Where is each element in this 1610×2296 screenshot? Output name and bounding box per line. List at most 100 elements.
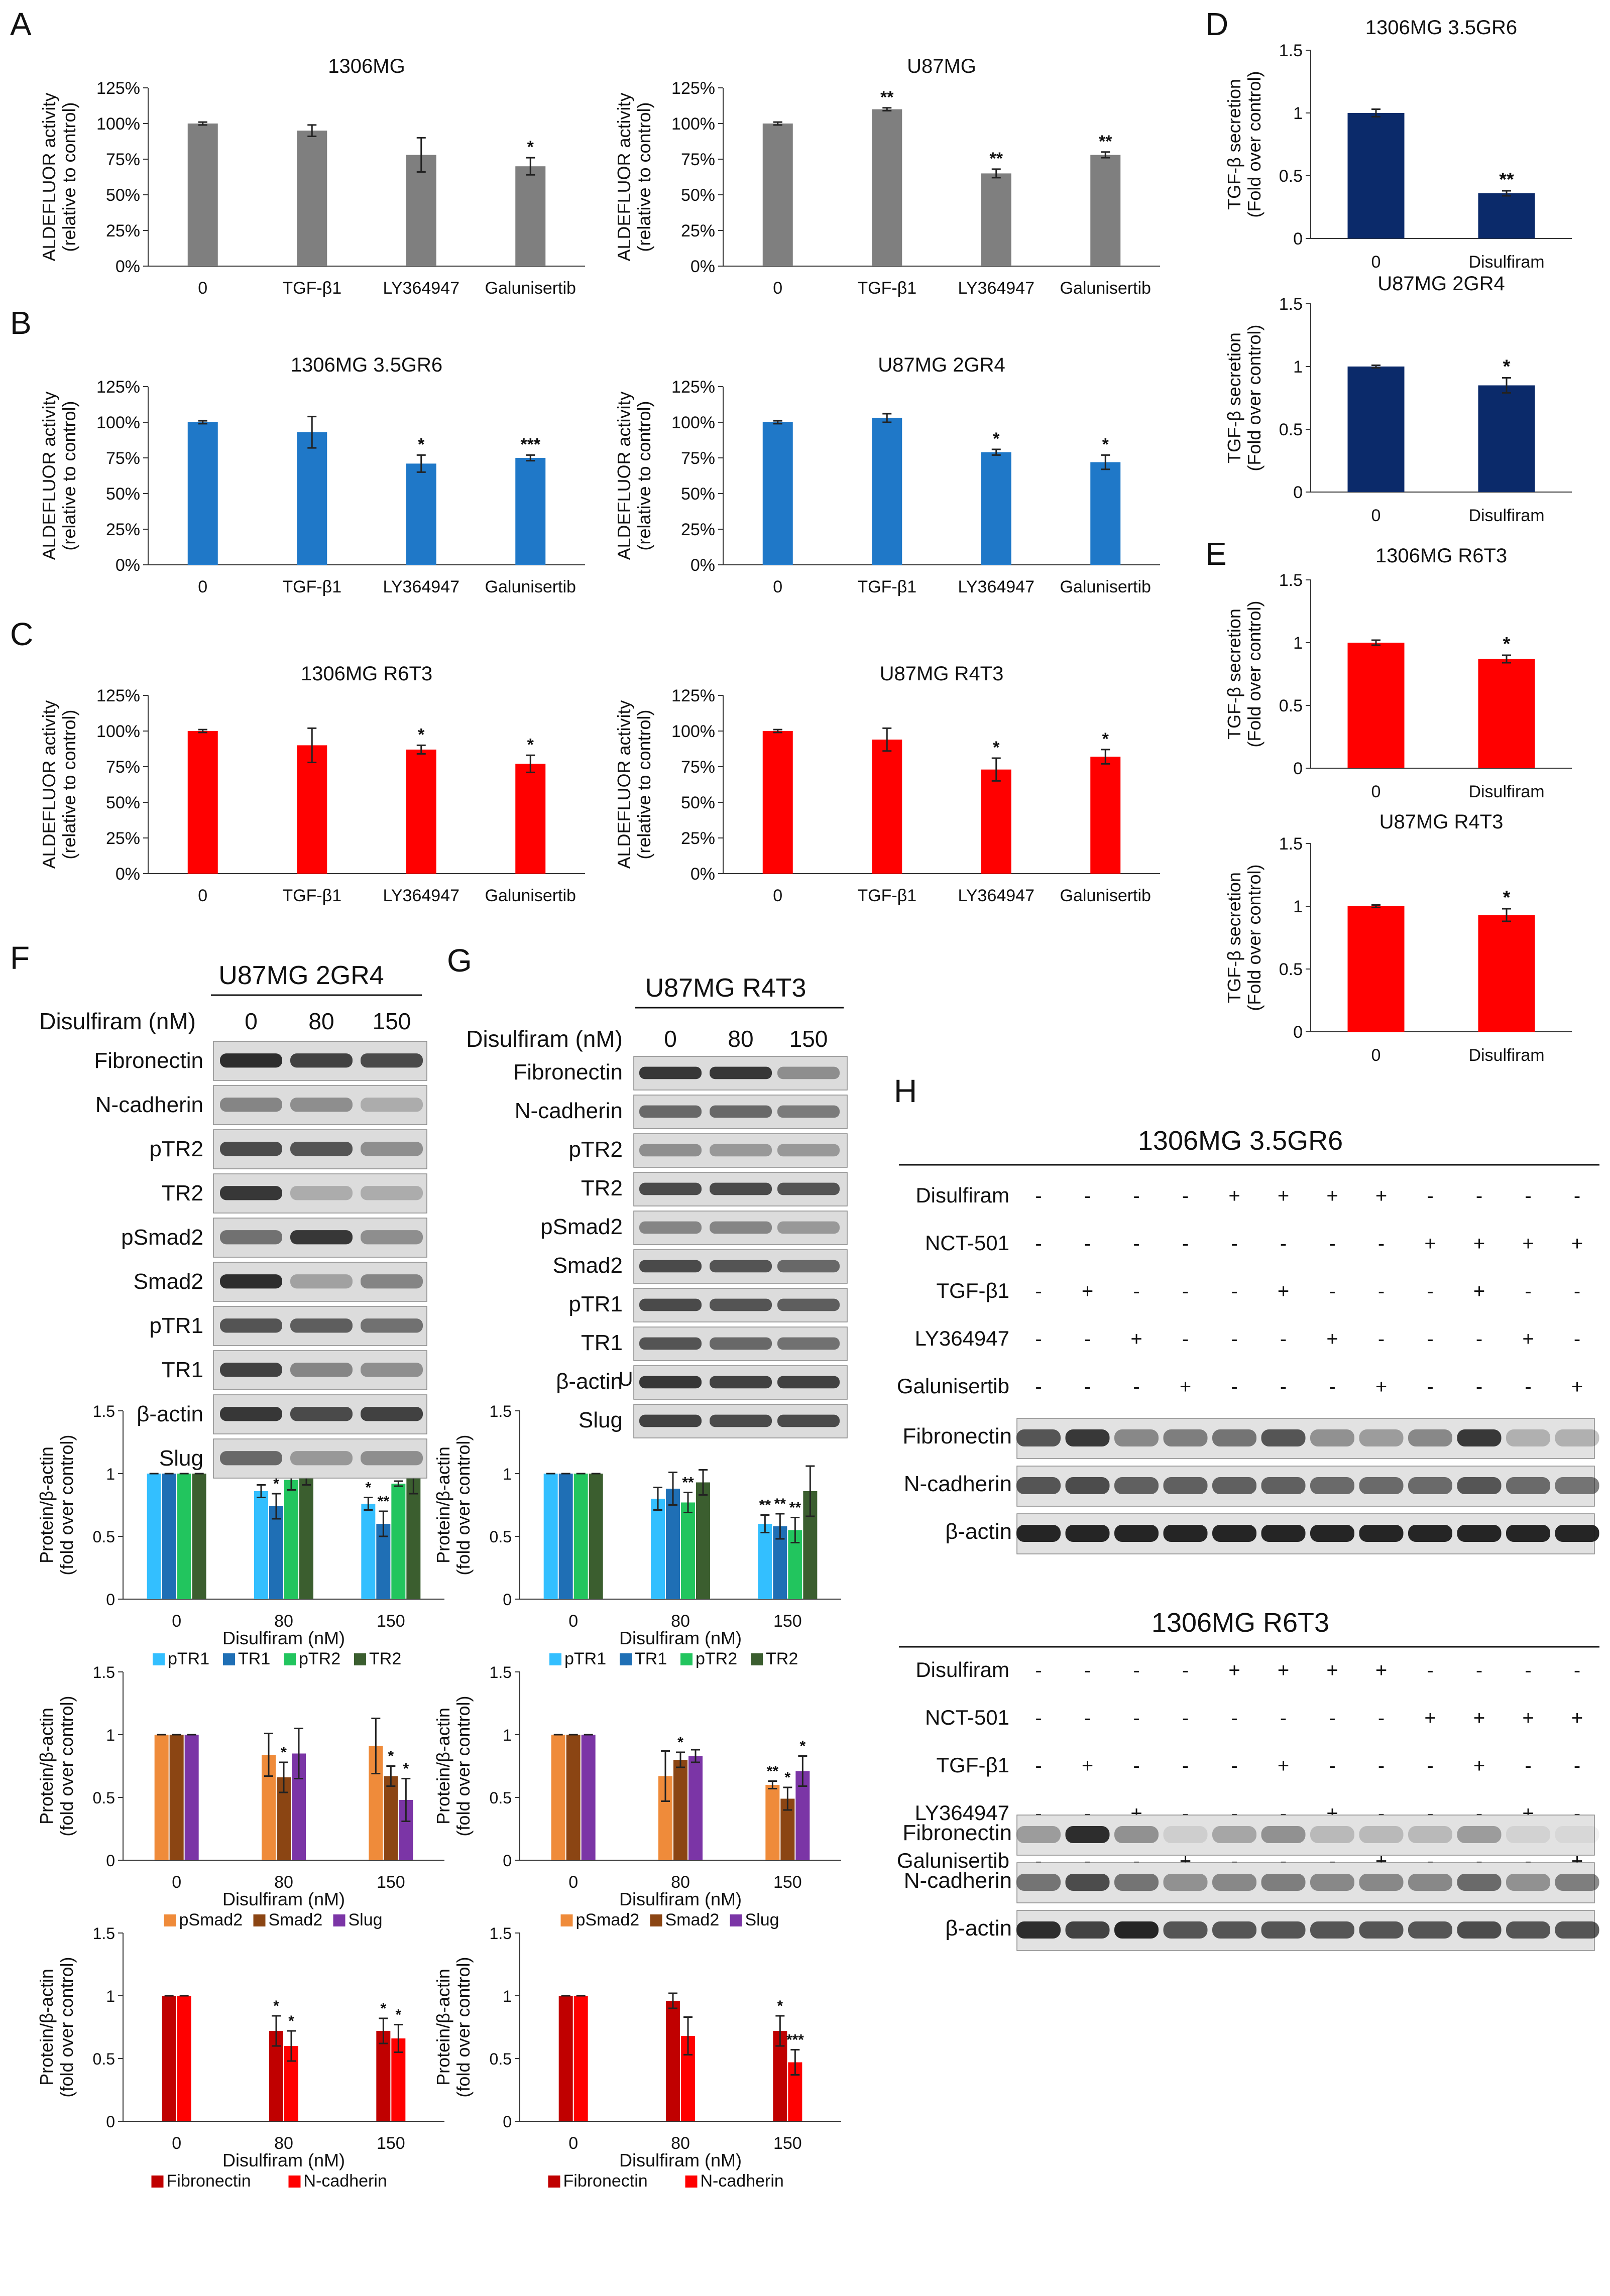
x-tick-label: 0 [773,886,782,905]
y-tick-label: 1 [106,1726,115,1744]
x-tick-label: TGF-β1 [282,886,341,905]
legend-label: TR1 [635,1649,667,1668]
blot-band [290,1230,353,1245]
blot-row-label: Smad2 [553,1253,623,1278]
western-blot-f: U87MG 2GR4 Disulfiram (nM) 0 80 150 Fibronect… [39,961,427,1479]
chart-title: 1306MG R6T3 [301,663,432,685]
blot-band [220,1274,282,1289]
bar [762,124,793,266]
bar [1478,385,1535,492]
blot-band [710,1221,772,1234]
bar [981,769,1011,874]
blot-band [1359,1525,1404,1542]
bar [297,131,327,266]
x-tick-label: TGF-β1 [857,577,916,596]
x-axis-label: Disulfiram (nM) [222,1628,345,1648]
x-tick-label: 80 [671,1873,690,1892]
minus-sign: - [1035,1659,1042,1681]
y-tick-label: 0.5 [490,2050,512,2068]
legend-swatch [751,1653,763,1665]
blot-band [220,1142,282,1156]
y-axis-label: Protein/β-actin [433,1969,453,2086]
minus-sign: - [1182,1233,1189,1255]
blot-band [1506,1826,1550,1843]
western-blot-h: 1306MG R6T3 Disulfiram - - - - + + + + - - - - NCT-501… [897,1608,1599,1951]
blot-band [639,1105,702,1118]
minus-sign: - [1182,1659,1189,1681]
y-tick-label: 0.5 [93,1789,115,1807]
x-tick-label: 150 [773,1873,802,1892]
significance-mark: *** [520,435,540,454]
y-tick-label: 0% [691,556,715,575]
y-tick-label: 75% [106,150,140,169]
x-tick-label: 150 [377,1612,405,1631]
minus-sign: - [1280,1328,1287,1350]
chart-C1: 1306MG R6T3 0% 25% 50% 75% 100% 125% ALDEFLUOR … [39,663,585,905]
significance-mark: * [273,1476,279,1492]
plus-sign: + [1228,1185,1240,1207]
y-tick-label: 0.5 [490,1789,512,1807]
legend-swatch [151,2176,164,2188]
y-tick-label: 1 [503,1465,512,1483]
bar [1347,113,1405,238]
panel-letter-b: B [10,305,32,341]
bar [758,1524,772,1599]
blot-band [290,1451,353,1466]
blot-row-label: TR1 [162,1358,203,1382]
y-tick-label: 1.5 [1279,834,1303,854]
blot-band [710,1260,772,1273]
chart-title: 1306MG 3.5GR6 [291,354,442,376]
blot-band [1212,1826,1256,1843]
significance-mark: ** [759,1497,771,1514]
blot-band [1163,1429,1208,1446]
blot-title: U87MG 2GR4 [218,961,384,990]
blot-band [1457,1921,1502,1939]
blot-band [1261,1874,1306,1891]
significance-mark: * [677,1734,683,1751]
significance-mark: *** [786,2032,804,2048]
bar [299,1472,313,1599]
minus-sign: - [1133,1707,1139,1729]
y-tick-label: 0% [116,556,140,575]
blot-band [1408,1477,1452,1494]
plus-sign: + [1180,1376,1191,1398]
bar [1478,659,1535,768]
significance-mark: * [527,138,534,157]
x-tick-label: Disulfiram [1468,506,1544,525]
x-tick-label: Disulfiram [1468,782,1544,801]
minus-sign: - [1525,1280,1531,1302]
legend-label: Fibronectin [167,2171,251,2191]
chart-D1: 1306MG 3.5GR6 0 0.5 1 1.5 TGF-β secretion (Fol… [1224,17,1572,272]
blot-band [1212,1429,1256,1446]
blot-band [290,1186,353,1200]
blot-title: U87MG R4T3 [645,974,807,1003]
blot-band [1065,1874,1110,1891]
panel-letter-d: D [1205,6,1228,42]
minus-sign: - [1133,1376,1139,1398]
legend-swatch [164,1914,176,1926]
panel-letter-f: F [10,940,30,976]
chart-title: 1306MG [328,55,405,77]
y-tick-label: 50% [681,485,715,504]
bar [406,749,436,874]
blot-band [639,1144,702,1157]
plus-sign: + [1375,1185,1387,1207]
minus-sign: - [1035,1707,1042,1729]
x-axis-label: Disulfiram (nM) [222,1889,345,1909]
blot-row-label: N-cadherin [904,1472,1012,1496]
minus-sign: - [1476,1659,1482,1681]
legend-label: pTR1 [564,1649,606,1668]
blot-band [710,1298,772,1311]
y-axis-label: (fold over control) [453,1957,474,2097]
treatment-label: Galunisertib [897,1849,1009,1872]
bar [762,422,793,565]
minus-sign: - [1231,1755,1237,1777]
y-tick-label: 1 [503,1987,512,2005]
y-axis-label: (relative to control) [634,401,654,550]
x-tick-label: 150 [773,2134,802,2153]
minus-sign: - [1231,1233,1237,1255]
y-axis-label: (Fold over control) [1244,600,1264,747]
x-tick-label: 80 [671,1612,690,1631]
blot-row-label: TR1 [581,1331,623,1355]
y-tick-label: 25% [681,829,715,848]
